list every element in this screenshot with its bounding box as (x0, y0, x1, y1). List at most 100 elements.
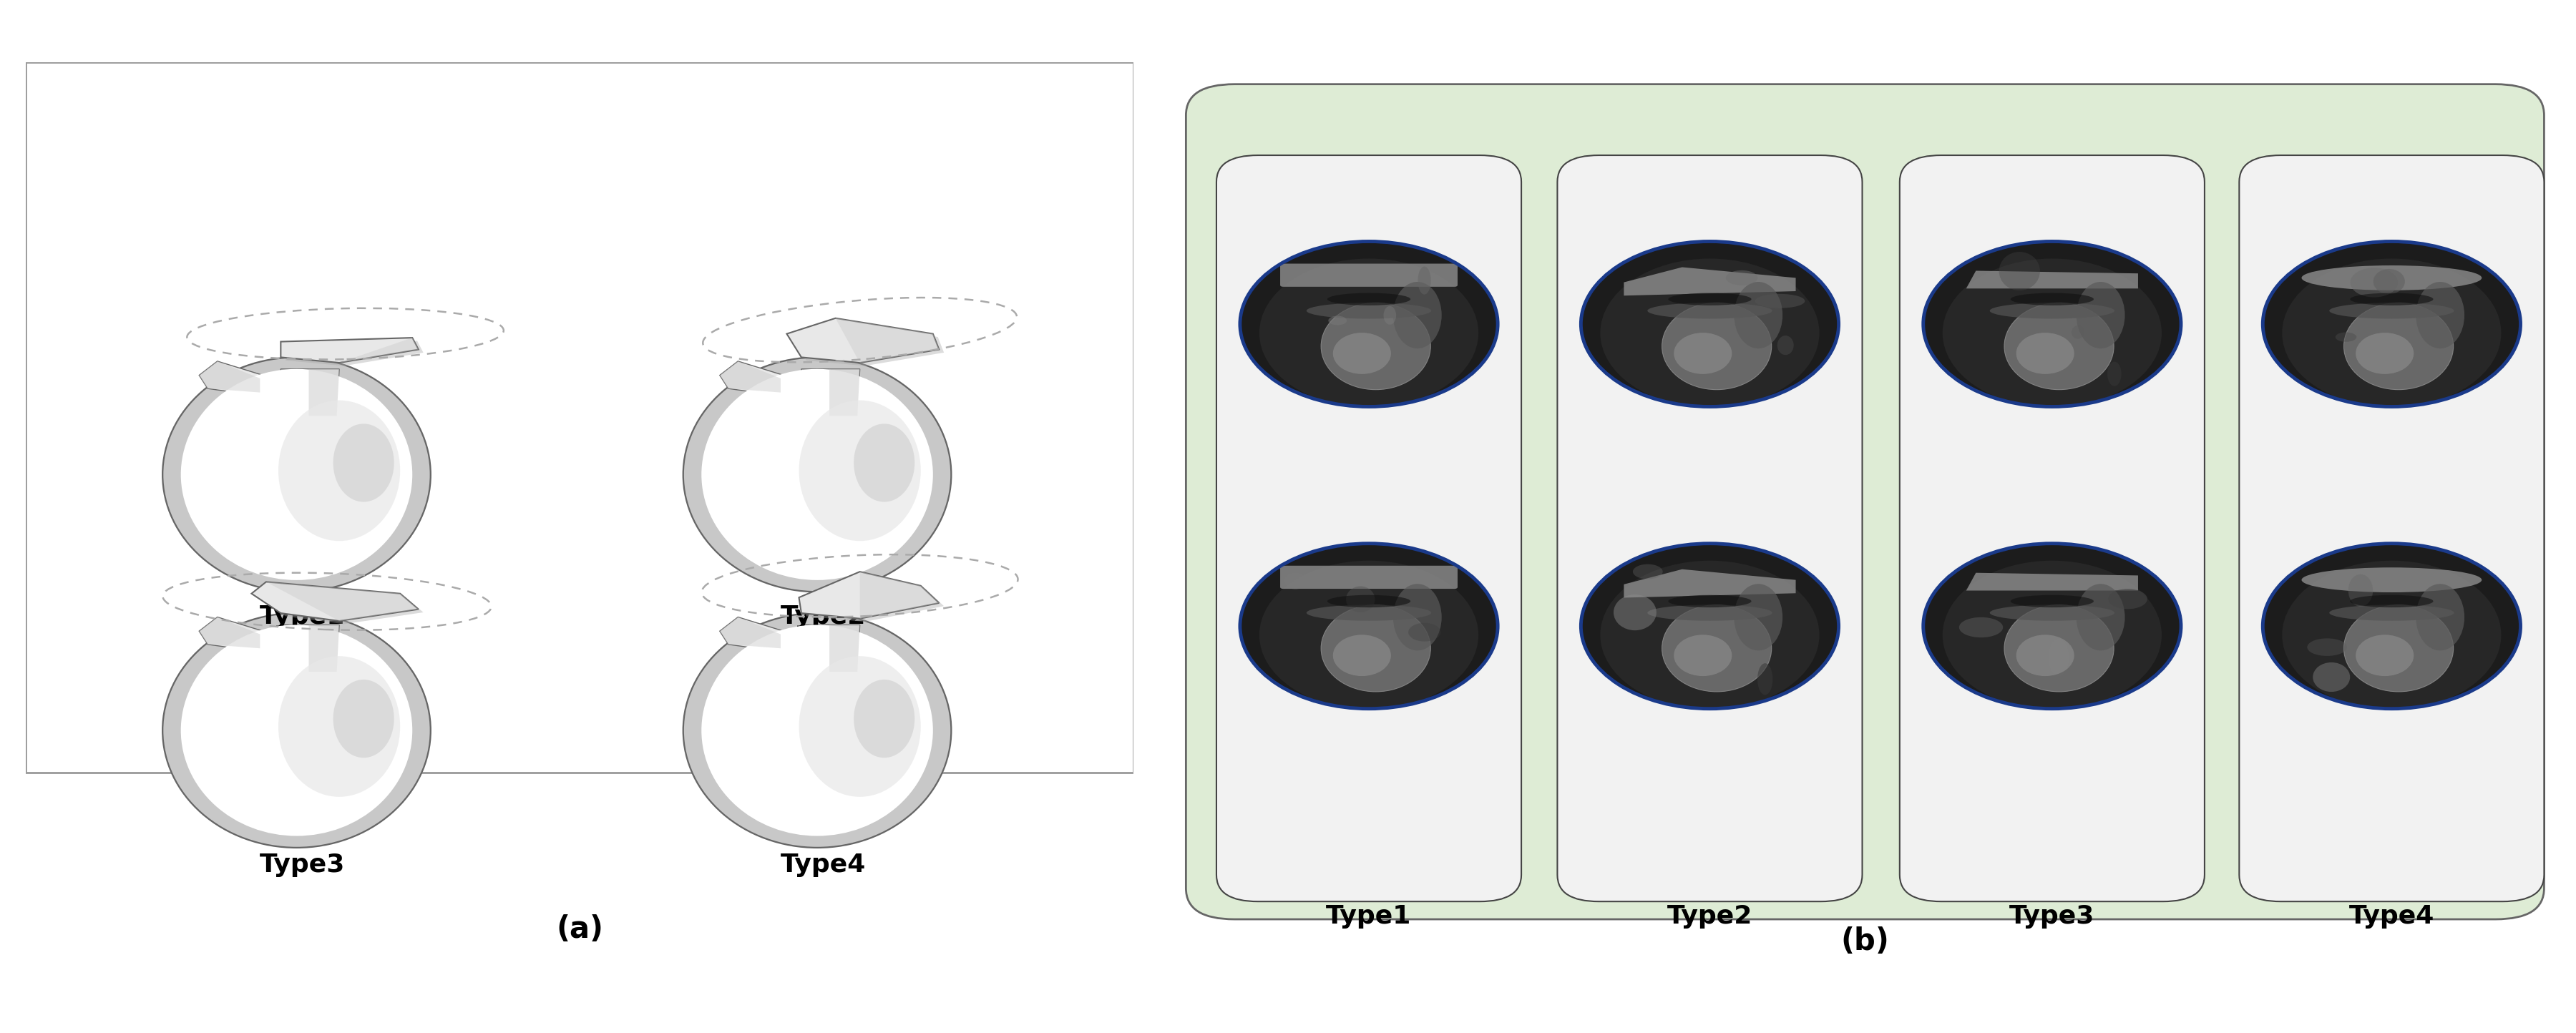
Ellipse shape (1674, 333, 1731, 374)
Ellipse shape (1260, 258, 1479, 407)
Ellipse shape (180, 369, 412, 581)
Ellipse shape (2048, 638, 2069, 677)
Ellipse shape (2329, 303, 2455, 319)
Circle shape (1582, 242, 1839, 407)
Ellipse shape (1327, 293, 1412, 306)
Polygon shape (801, 369, 860, 416)
FancyBboxPatch shape (1558, 155, 1862, 902)
Ellipse shape (799, 656, 920, 796)
Polygon shape (286, 341, 422, 366)
Ellipse shape (1260, 561, 1479, 710)
Polygon shape (1623, 268, 1795, 295)
Ellipse shape (2308, 638, 2347, 656)
Ellipse shape (683, 614, 951, 848)
Polygon shape (1965, 271, 2138, 288)
Ellipse shape (2071, 325, 2084, 339)
Ellipse shape (1757, 663, 1772, 695)
Polygon shape (786, 318, 940, 363)
Ellipse shape (853, 680, 914, 758)
Ellipse shape (2336, 333, 2357, 342)
Ellipse shape (1662, 303, 1772, 389)
Ellipse shape (1734, 584, 1783, 651)
Ellipse shape (1674, 634, 1731, 676)
Polygon shape (198, 362, 281, 399)
Ellipse shape (278, 400, 399, 541)
Ellipse shape (2349, 268, 2398, 298)
Ellipse shape (2344, 605, 2452, 692)
Ellipse shape (1383, 306, 1396, 324)
Ellipse shape (1633, 564, 1662, 580)
Ellipse shape (2282, 561, 2501, 710)
Ellipse shape (1600, 561, 1819, 710)
Ellipse shape (1600, 258, 1819, 407)
Ellipse shape (2009, 293, 2094, 306)
Ellipse shape (1960, 618, 2004, 637)
Polygon shape (719, 362, 801, 399)
Ellipse shape (2349, 595, 2434, 607)
Ellipse shape (2416, 584, 2465, 651)
FancyBboxPatch shape (2239, 155, 2545, 902)
Text: Type1: Type1 (1327, 905, 1412, 929)
Ellipse shape (1394, 584, 1443, 651)
Polygon shape (198, 617, 260, 649)
Polygon shape (791, 321, 943, 366)
Ellipse shape (332, 680, 394, 758)
Circle shape (1924, 543, 2182, 709)
Ellipse shape (2354, 634, 2414, 676)
Ellipse shape (2017, 333, 2074, 374)
Circle shape (1239, 242, 1497, 407)
Circle shape (1924, 242, 2182, 407)
Polygon shape (281, 369, 340, 416)
Text: Type2: Type2 (781, 604, 866, 628)
Polygon shape (804, 574, 943, 622)
Ellipse shape (2004, 303, 2115, 389)
Ellipse shape (180, 625, 412, 836)
Ellipse shape (2076, 282, 2125, 348)
Text: Type4: Type4 (781, 853, 866, 877)
Ellipse shape (1332, 333, 1391, 374)
Ellipse shape (2107, 589, 2148, 609)
Ellipse shape (2107, 362, 2123, 386)
Polygon shape (309, 625, 340, 671)
Ellipse shape (1942, 561, 2161, 710)
Circle shape (2262, 543, 2519, 709)
Ellipse shape (1394, 282, 1443, 348)
Ellipse shape (1777, 336, 1793, 355)
Text: Type3: Type3 (2009, 905, 2094, 929)
Text: (a): (a) (556, 914, 603, 944)
Ellipse shape (1754, 294, 1806, 308)
Ellipse shape (1734, 282, 1783, 348)
Ellipse shape (1989, 303, 2115, 319)
Ellipse shape (2416, 282, 2465, 348)
Polygon shape (198, 362, 260, 393)
FancyBboxPatch shape (1216, 155, 1522, 902)
Ellipse shape (1989, 604, 2115, 621)
Polygon shape (860, 571, 940, 619)
Ellipse shape (278, 656, 399, 796)
Ellipse shape (1347, 587, 1376, 613)
Ellipse shape (2282, 258, 2501, 407)
Ellipse shape (1329, 316, 1347, 325)
Ellipse shape (1332, 634, 1391, 676)
Ellipse shape (1409, 623, 1440, 641)
Ellipse shape (1942, 258, 2161, 407)
Ellipse shape (2300, 265, 2481, 290)
Ellipse shape (1726, 271, 1757, 285)
Ellipse shape (2313, 662, 2349, 692)
FancyBboxPatch shape (1185, 85, 2545, 919)
Ellipse shape (1327, 595, 1412, 607)
Text: Type4: Type4 (2349, 905, 2434, 929)
Polygon shape (719, 362, 781, 393)
Ellipse shape (853, 424, 914, 502)
Ellipse shape (2354, 333, 2414, 374)
Ellipse shape (2372, 269, 2406, 294)
Ellipse shape (1285, 572, 1306, 589)
Circle shape (1582, 543, 1839, 709)
Ellipse shape (2004, 605, 2115, 692)
Bar (26, 62, 1133, 773)
Polygon shape (198, 617, 281, 655)
FancyBboxPatch shape (1280, 566, 1458, 589)
Polygon shape (252, 582, 417, 621)
Polygon shape (801, 625, 860, 671)
Polygon shape (265, 582, 417, 621)
